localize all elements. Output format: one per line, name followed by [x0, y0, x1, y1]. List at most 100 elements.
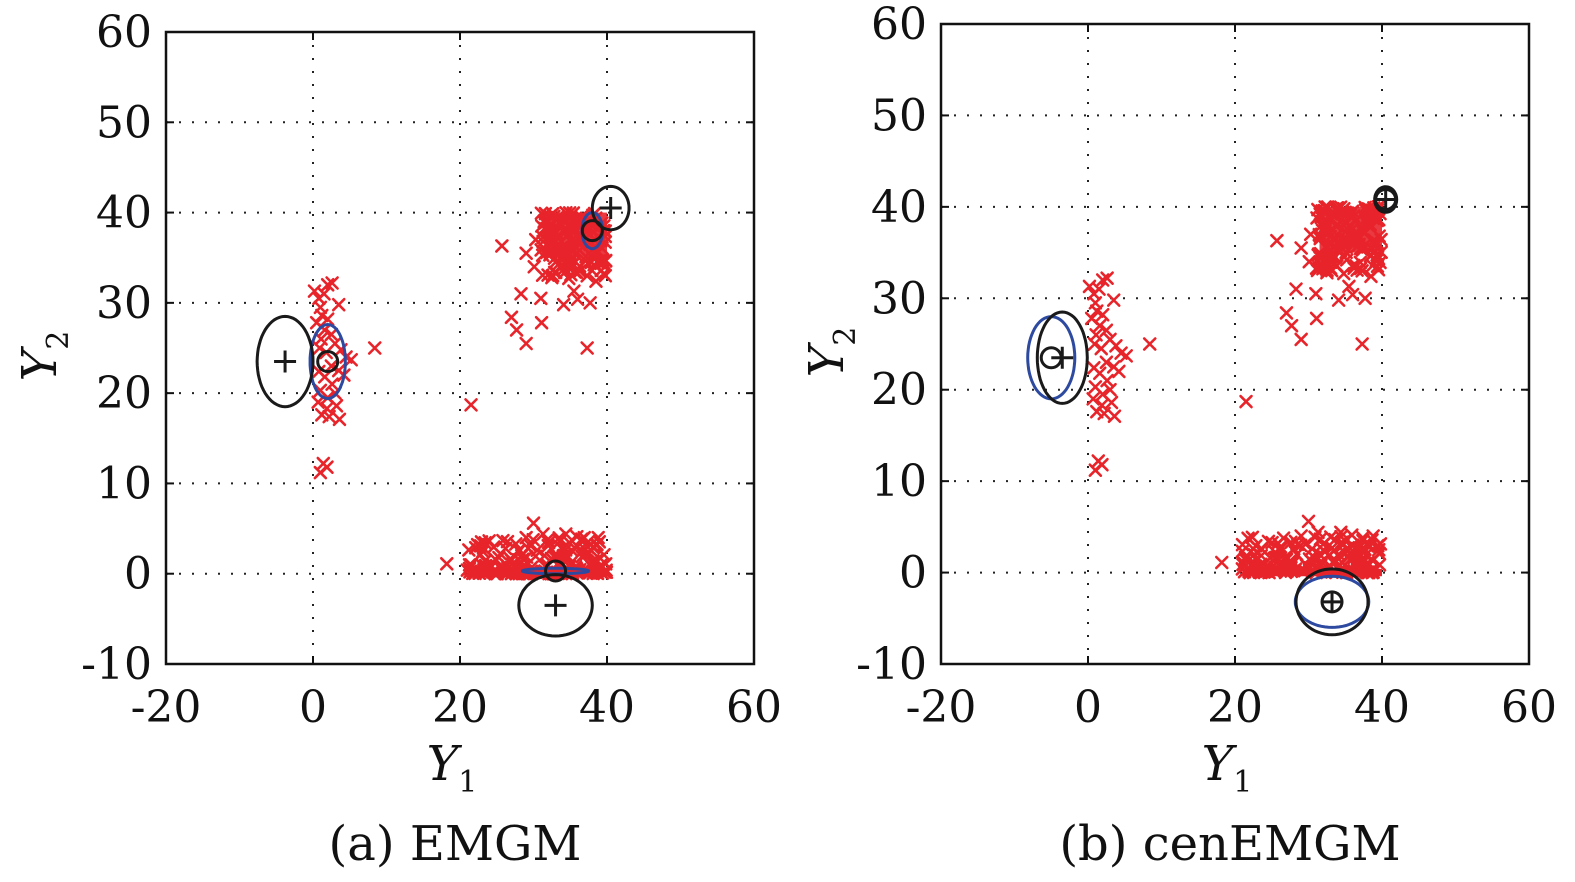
point-marker	[1103, 382, 1117, 397]
ticks: -20 0 20 40 60 -10 0 10 20 30 40 50 60	[856, 0, 1557, 733]
point-marker	[1355, 337, 1369, 351]
point-marker	[1107, 409, 1122, 424]
y-tick-label: 10	[96, 458, 152, 509]
point-marker	[1279, 549, 1294, 564]
y-tick-label: 0	[899, 548, 927, 599]
point-marker	[344, 352, 359, 367]
point-marker	[500, 534, 515, 549]
point-marker	[1094, 341, 1109, 356]
point-marker	[324, 327, 339, 342]
estimated-mean-marker	[1374, 188, 1397, 211]
point-marker	[1095, 307, 1110, 322]
point-marker	[1235, 537, 1250, 552]
point-marker	[1099, 355, 1114, 370]
point-marker	[1342, 279, 1356, 294]
true-mean-marker	[1374, 188, 1398, 212]
point-marker	[311, 395, 325, 409]
point-marker	[1349, 259, 1363, 273]
point-marker	[1092, 282, 1106, 296]
estimated-mean-marker	[274, 350, 297, 373]
point-marker	[1371, 542, 1386, 557]
point-marker	[1245, 530, 1260, 545]
estimated-component-ellipse	[1294, 567, 1370, 637]
point-marker	[1109, 339, 1123, 353]
point-marker	[553, 256, 567, 270]
point-marker	[519, 530, 533, 545]
estimated-mean-marker	[544, 594, 567, 617]
point-marker	[1097, 406, 1111, 421]
y-tick-label: 30	[871, 273, 927, 324]
point-marker	[320, 460, 334, 474]
true-mean-marker	[580, 219, 604, 243]
panel-caption: (a) EMGM	[328, 816, 581, 872]
y-axis-label-subscript: 2	[828, 327, 863, 346]
point-marker	[1338, 533, 1352, 548]
point-marker	[583, 296, 597, 310]
x-tick-label: 40	[1354, 682, 1410, 733]
x-tick-label: 0	[1074, 682, 1102, 733]
point-marker	[495, 239, 509, 253]
point-marker	[315, 308, 329, 323]
y-tick-label: 50	[96, 97, 152, 148]
mixture-components	[1026, 185, 1399, 637]
point-marker	[1086, 392, 1100, 406]
point-marker	[1119, 349, 1134, 363]
chart-emgm: -20 0 20 40 60 -10 0 10 20 30 40 50 60 Y1 Y2 (a) EMGM	[12, 7, 782, 872]
y-tick-label: 50	[871, 90, 927, 141]
point-marker	[325, 276, 339, 290]
point-marker	[1366, 553, 1380, 568]
point-marker	[570, 292, 585, 307]
point-marker	[1112, 364, 1126, 379]
point-marker	[1090, 304, 1104, 318]
x-tick-label: 60	[1501, 682, 1557, 733]
y-tick-label: 30	[96, 278, 152, 329]
point-marker	[1142, 337, 1157, 351]
estimated-component-ellipse	[1035, 310, 1089, 405]
point-marker	[511, 552, 526, 567]
point-marker	[509, 323, 524, 337]
point-marker	[1316, 259, 1331, 274]
x-tick-label: 20	[432, 682, 488, 733]
point-marker	[1341, 550, 1355, 565]
point-marker	[555, 542, 569, 556]
y-tick-label: 40	[871, 182, 927, 233]
x-tick-label: -20	[906, 682, 977, 733]
point-marker	[329, 398, 344, 413]
point-marker	[1293, 538, 1308, 553]
x-axis-label-subscript: 1	[1233, 765, 1252, 800]
x-axis-label: Y1	[1202, 736, 1253, 800]
point-marker	[580, 341, 594, 355]
estimated-mean-marker	[599, 197, 622, 220]
point-marker	[556, 262, 570, 277]
point-marker	[1279, 306, 1294, 320]
point-marker	[1214, 555, 1229, 570]
point-marker	[322, 409, 336, 424]
chart-cenemgm: -20 0 20 40 60 -10 0 10 20 30 40 50 60 Y1 Y2 (b) cenEMG…	[799, 0, 1557, 872]
point-marker	[478, 553, 493, 568]
y-tick-label: 10	[871, 456, 927, 507]
censored-block-top	[544, 212, 607, 258]
panel-caption: (b) cenEMGM	[1059, 816, 1400, 872]
point-marker	[574, 545, 589, 560]
estimated-mean-marker	[1321, 590, 1344, 613]
point-marker	[1313, 250, 1327, 265]
point-marker	[1104, 395, 1119, 410]
true-mean-marker	[1039, 346, 1063, 370]
point-marker	[559, 527, 573, 541]
y-tick-label: -10	[856, 639, 927, 690]
true-mean-marker	[1320, 590, 1344, 614]
point-marker	[1346, 258, 1361, 273]
true-mean-marker	[316, 350, 340, 374]
observed-points	[307, 206, 614, 581]
point-marker	[1092, 318, 1107, 333]
point-marker	[1276, 531, 1291, 545]
chart-panel-emgm: -20 0 20 40 60 -10 0 10 20 30 40 50 60 Y1 Y2 (a) EMGM	[0, 0, 787, 882]
point-marker	[514, 287, 528, 301]
point-marker	[1095, 457, 1109, 472]
point-marker	[1318, 544, 1332, 559]
point-marker	[587, 257, 601, 272]
y-tick-label: -10	[81, 639, 152, 690]
point-marker	[1326, 555, 1340, 569]
axes-frame	[164, 30, 756, 666]
y-axis-label: Y2	[12, 331, 76, 382]
